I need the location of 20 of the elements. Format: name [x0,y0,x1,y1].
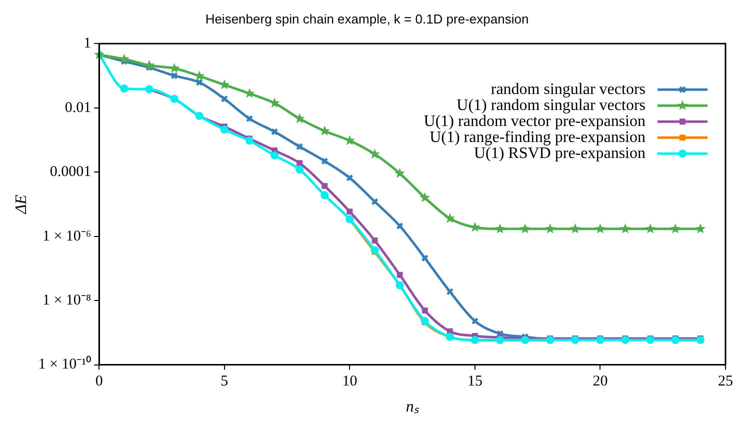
legend-label: U(1) random singular vectors [456,96,646,114]
y-tick-label: 1 × 10⁻¹⁰ [38,356,92,373]
x-tick-label: 15 [467,374,482,390]
y-tick-label: 0.01 [64,100,92,116]
x-axis-title: nₛ [406,398,420,416]
y-tick-label: 1 × 10⁻⁶ [42,228,92,244]
x-tick-label: 0 [95,374,103,390]
x-tick-label: 5 [220,374,228,390]
y-axis-title: ΔE [12,194,30,215]
x-tick-label: 20 [592,374,608,390]
chart-title: Heisenberg spin chain example, k = 0.1D pre-expansion [205,11,529,26]
legend-label: U(1) range-finding pre-expansion [430,128,646,146]
legend-label: U(1) random vector pre-expansion [424,112,646,130]
x-tick-label: 25 [718,374,733,390]
y-tick-label: 1 × 10⁻⁸ [42,292,92,308]
y-tick-label: 0.0001 [50,164,92,180]
legend-label: U(1) RSVD pre-expansion [474,144,646,162]
x-tick-label: 10 [342,374,358,390]
legend-label: random singular vectors [490,80,646,98]
y-tick-label: 1 [84,36,92,52]
